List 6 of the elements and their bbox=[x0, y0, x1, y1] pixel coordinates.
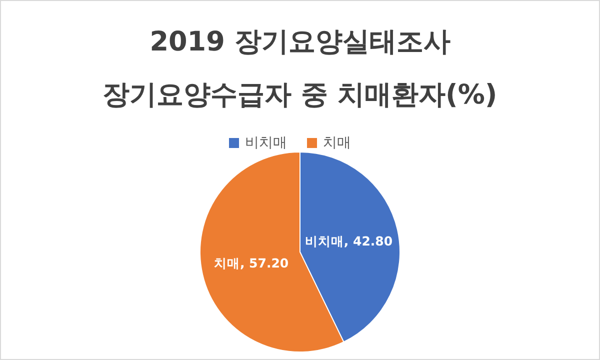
chart-subtitle: 장기요양수급자 중 치매환자(%) bbox=[102, 80, 498, 110]
legend-label: 치매 bbox=[323, 135, 351, 151]
chart-title: 2019 장기요양실태조사 bbox=[150, 26, 450, 58]
legend-label: 비치매 bbox=[245, 135, 287, 151]
data-label: 비치매, 42.80 bbox=[304, 233, 393, 248]
data-label: 치매, 57.20 bbox=[214, 256, 289, 271]
